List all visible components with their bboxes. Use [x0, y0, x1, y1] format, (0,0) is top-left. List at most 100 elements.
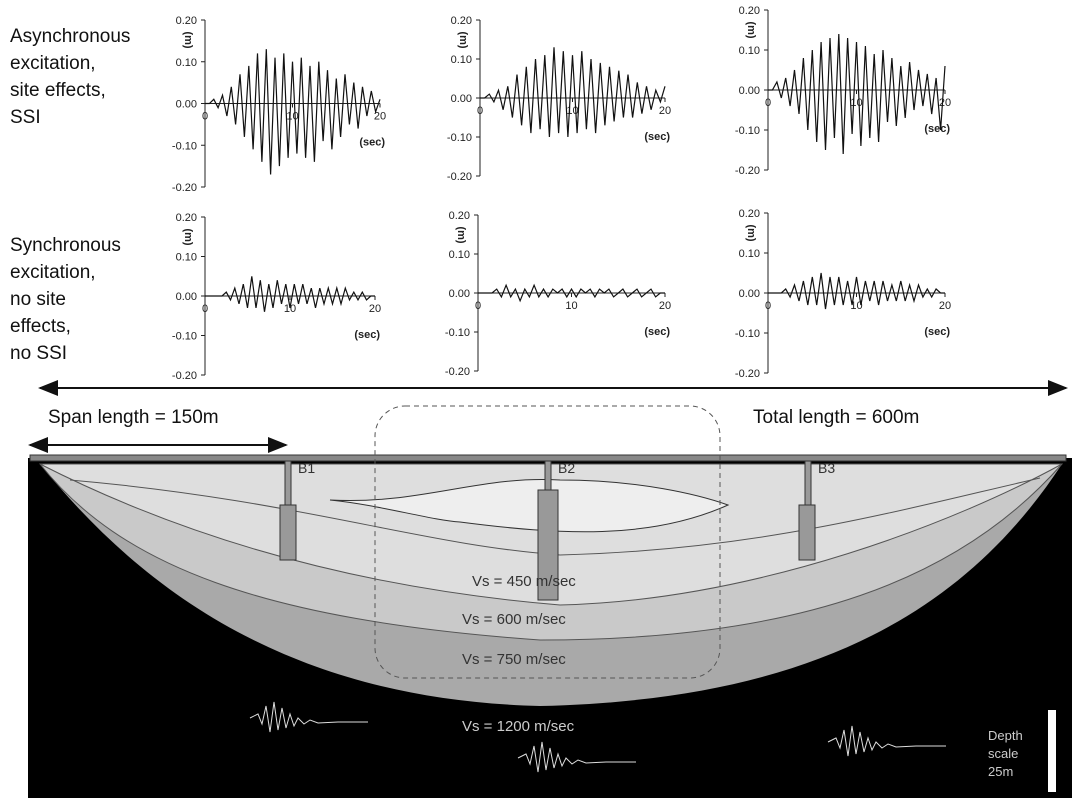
x-tick-label: 10 — [565, 300, 577, 312]
row-label: excitation, — [10, 262, 96, 283]
layer-label: Vs = 1200 m/sec — [462, 718, 575, 735]
y-tick-label: -0.20 — [445, 366, 470, 378]
layer-line — [69, 477, 1041, 556]
y-axis-title: (m) — [745, 21, 757, 38]
row-label: site effects, — [10, 80, 106, 101]
y-tick-label: 0.20 — [739, 208, 760, 220]
x-axis-title: (sec) — [924, 326, 950, 338]
x-tick-label: 0 — [475, 300, 481, 312]
y-tick-label: 0.10 — [176, 252, 197, 264]
x-tick-label: 10 — [850, 97, 862, 109]
pier-label: B2 — [558, 460, 575, 476]
y-tick-label: 0.10 — [451, 54, 472, 66]
chart: -0.20 -0.10 0.00 0.10 0.20 0 10 20 (m) (sec) — [447, 15, 671, 183]
x-tick-label: 20 — [939, 300, 951, 312]
x-axis-title: (sec) — [359, 137, 385, 149]
layer-label: Vs = 600 m/sec — [462, 611, 566, 628]
x-tick-label: 0 — [477, 105, 483, 117]
y-tick-label: 0.10 — [739, 248, 760, 260]
row-labels: Asynchronous excitation, site effects, S… — [10, 26, 130, 364]
x-tick-label: 0 — [202, 303, 208, 315]
x-tick-label: 0 — [765, 300, 771, 312]
cross-section: Span length = 150m Total length = 600m B… — [28, 380, 1072, 798]
pier-label: B3 — [818, 460, 835, 476]
waveform — [768, 272, 945, 310]
pier-label: B1 — [298, 460, 315, 476]
y-tick-label: -0.10 — [445, 327, 470, 339]
y-tick-label: 0.00 — [176, 291, 197, 303]
x-tick-label: 0 — [765, 97, 771, 109]
chart: -0.20 -0.10 0.00 0.10 0.20 0 10 20 (m) (sec) — [735, 208, 951, 380]
y-tick-label: 0.00 — [451, 93, 472, 105]
y-tick-label: -0.10 — [172, 140, 197, 152]
y-tick-label: -0.20 — [172, 370, 197, 382]
x-tick-label: 10 — [286, 111, 298, 123]
y-tick-label: -0.10 — [172, 331, 197, 343]
piers — [279, 460, 816, 601]
depth-label: scale — [988, 746, 1018, 761]
x-tick-label: 10 — [850, 300, 862, 312]
row-label: excitation, — [10, 53, 96, 74]
y-tick-label: 0.20 — [176, 15, 197, 27]
y-tick-label: 0.10 — [176, 57, 197, 69]
total-length: Total length = 600m — [753, 407, 919, 428]
y-axis-title: (m) — [455, 226, 467, 243]
y-tick-label: 0.20 — [451, 15, 472, 27]
focus-box — [374, 405, 721, 679]
waveform — [768, 33, 946, 155]
x-axis-title: (sec) — [354, 329, 380, 341]
row-label: Asynchronous — [10, 26, 130, 47]
x-tick-label: 20 — [374, 111, 386, 123]
x-tick-label: 20 — [659, 300, 671, 312]
y-tick-label: -0.20 — [735, 368, 760, 380]
depth-label: 25m — [988, 764, 1013, 779]
x-axis-title: (sec) — [644, 131, 670, 143]
chart: -0.20 -0.10 0.00 0.10 0.20 0 10 20 (m) (sec) — [172, 212, 381, 382]
row-label: Synchronous — [10, 235, 121, 256]
y-tick-label: -0.10 — [735, 328, 760, 340]
y-axis-title: (m) — [182, 31, 194, 48]
x-tick-label: 20 — [369, 303, 381, 315]
y-tick-label: 0.00 — [449, 288, 470, 300]
y-tick-label: 0.00 — [176, 99, 197, 111]
x-tick-label: 10 — [284, 303, 296, 315]
x-tick-label: 0 — [202, 111, 208, 123]
chart: -0.20 -0.10 0.00 0.10 0.20 0 10 20 (m) (sec) — [445, 210, 671, 378]
y-axis-title: (m) — [457, 31, 469, 48]
input-motions — [249, 701, 946, 773]
x-tick-label: 20 — [939, 97, 951, 109]
y-axis-title: (m) — [182, 228, 194, 245]
row-label: SSI — [10, 107, 41, 128]
y-tick-label: 0.00 — [739, 288, 760, 300]
y-tick-label: 0.20 — [176, 212, 197, 224]
row-label: no site — [10, 289, 66, 310]
y-tick-label: -0.20 — [735, 165, 760, 177]
waveform — [205, 276, 375, 312]
y-tick-label: -0.10 — [447, 132, 472, 144]
x-tick-label: 20 — [659, 105, 671, 117]
y-tick-label: -0.20 — [447, 171, 472, 183]
x-tick-label: 10 — [566, 105, 578, 117]
waveform — [478, 283, 665, 303]
y-tick-label: 0.10 — [739, 45, 760, 57]
chart: -0.20 -0.10 0.00 0.10 0.20 0 10 20 (m) (sec) — [172, 15, 386, 194]
chart: -0.20 -0.10 0.00 0.10 0.20 0 10 20 (m) (sec) — [735, 5, 951, 177]
lens — [329, 478, 730, 533]
y-axis-title: (m) — [745, 224, 757, 241]
y-tick-label: 0.20 — [739, 5, 760, 17]
y-tick-label: -0.20 — [172, 182, 197, 194]
y-tick-label: -0.10 — [735, 125, 760, 137]
row-label: effects, — [10, 316, 71, 337]
charts: -0.20-0.100.000.100.200 10 20(m)(sec)-0.20… — [172, 5, 951, 382]
x-axis-title: (sec) — [924, 123, 950, 135]
y-tick-label: 0.10 — [449, 249, 470, 261]
layer-label: Vs = 750 m/sec — [462, 651, 566, 668]
depth-label: Depth — [988, 728, 1023, 743]
y-tick-label: 0.20 — [449, 210, 470, 222]
waveform — [205, 49, 381, 175]
layer-label: Vs = 450 m/sec — [472, 573, 576, 590]
span-length: Span length = 150m — [48, 407, 219, 428]
deck — [29, 454, 1067, 462]
x-axis-title: (sec) — [644, 326, 670, 338]
